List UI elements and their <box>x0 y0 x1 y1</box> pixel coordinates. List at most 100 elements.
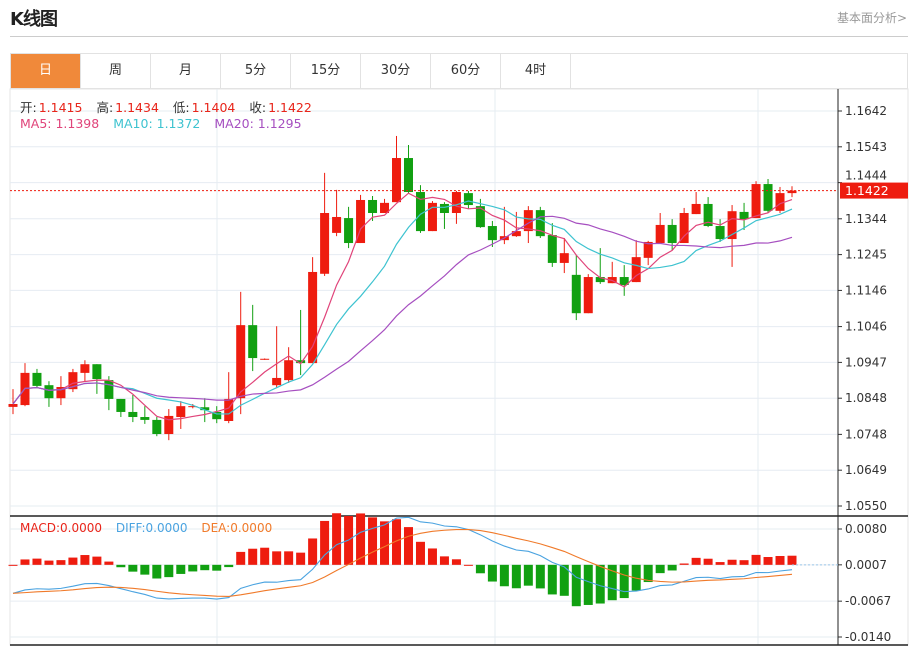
price-tick-label: 1.1146 <box>845 283 887 297</box>
candle-up <box>751 184 761 219</box>
candle-down <box>44 385 54 399</box>
tab-6[interactable]: 60分 <box>431 54 501 88</box>
candle-down <box>415 192 425 232</box>
macd-bar-up <box>691 557 701 565</box>
macd-bar-up <box>272 551 282 565</box>
candle-up <box>392 158 402 203</box>
macd-bar-up <box>703 558 713 565</box>
candle-down <box>92 364 102 380</box>
candle-up <box>523 210 533 232</box>
candle-down <box>715 226 725 240</box>
tab-3[interactable]: 5分 <box>221 54 291 88</box>
macd-bar-up <box>248 548 258 565</box>
high-label: 高: <box>96 100 114 115</box>
candle-up <box>308 271 318 364</box>
tab-2[interactable]: 月 <box>151 54 221 88</box>
macd-bar-up <box>775 555 785 565</box>
macd-bar-down <box>535 564 545 589</box>
candle-down <box>200 407 210 411</box>
macd-bar-down <box>200 564 210 571</box>
macd-bar-down <box>188 564 198 572</box>
price-tick-label: 1.1245 <box>845 248 887 262</box>
candle-up <box>188 406 198 408</box>
macd-bar-up <box>68 557 78 565</box>
ma20-value: MA20: 1.1295 <box>214 116 302 131</box>
candle-up <box>427 202 437 232</box>
high-value: 1.1434 <box>115 100 159 115</box>
tab-7[interactable]: 4时 <box>501 54 571 88</box>
macd-bar-up <box>392 519 402 565</box>
candle-up <box>8 403 18 407</box>
price-tick-label: 1.1642 <box>845 104 887 118</box>
candle-down <box>763 184 773 211</box>
candle-down <box>368 199 378 214</box>
ma5-value: MA5: 1.1398 <box>20 116 100 131</box>
ma5-line <box>12 192 793 421</box>
macd-bar-down <box>164 564 174 578</box>
candle-down <box>212 411 222 420</box>
macd-bar-down <box>571 564 581 607</box>
macd-bar-up <box>44 560 54 565</box>
macd-bar-up <box>368 517 378 565</box>
macd-bar-up <box>380 521 390 565</box>
close-value: 1.1422 <box>268 100 312 115</box>
low-value: 1.1404 <box>191 100 236 115</box>
price-tick-label: 1.0649 <box>845 463 887 477</box>
macd-bar-up <box>415 541 425 565</box>
low-label: 低: <box>172 100 190 115</box>
candle-down <box>296 360 306 364</box>
dea-line <box>12 528 793 597</box>
candle-up <box>320 213 330 274</box>
candle-up <box>559 253 569 263</box>
candle-up <box>380 202 390 214</box>
candle-up <box>643 241 653 258</box>
macd-bar-down <box>547 564 557 595</box>
macd-bar-down <box>583 564 593 605</box>
tab-5[interactable]: 30分 <box>361 54 431 88</box>
macd-bar-down <box>212 564 222 571</box>
candle-up <box>631 257 641 283</box>
macd-value: MACD:0.0000 <box>20 521 103 535</box>
candle-down <box>463 193 473 206</box>
candle-down <box>667 224 677 244</box>
macd-tick-label: 0.0007 <box>845 558 887 572</box>
macd-bar-up <box>32 558 42 565</box>
price-tick-label: 1.0848 <box>845 391 887 405</box>
open-value: 1.1415 <box>38 100 83 115</box>
macd-bar-down <box>128 564 138 572</box>
page-title: K线图 <box>10 9 58 30</box>
candle-down <box>116 398 126 412</box>
macd-bar-down <box>224 564 234 568</box>
macd-tick-label: -0.0140 <box>845 630 891 644</box>
macd-bar-up <box>427 548 437 565</box>
ohlc-readout: 开: 1.1415 高: 1.1434 低: 1.1404 收: 1.1422 <box>20 97 314 116</box>
candle-up <box>260 358 270 360</box>
candle-up <box>727 211 737 240</box>
candle-down <box>739 211 749 220</box>
candle-up <box>272 377 282 386</box>
candle-down <box>703 203 713 227</box>
candle-down <box>487 226 497 241</box>
tab-0[interactable]: 日 <box>11 54 81 88</box>
fundamental-analysis-link[interactable]: 基本面分析> <box>836 11 907 25</box>
price-tick-label: 1.1046 <box>845 320 887 334</box>
candle-down <box>535 210 545 237</box>
macd-bar-up <box>451 559 461 565</box>
macd-bar-up <box>763 557 773 565</box>
current-price-tag <box>840 182 908 199</box>
macd-bar-up <box>56 560 66 565</box>
diff-line <box>12 516 793 600</box>
macd-bar-up <box>320 520 330 565</box>
candle-down <box>32 372 42 386</box>
candle-up <box>176 406 186 418</box>
macd-bar-down <box>619 564 629 599</box>
tab-4[interactable]: 15分 <box>291 54 361 88</box>
candle-up <box>691 203 701 215</box>
macd-bar-up <box>727 559 737 565</box>
tab-1[interactable]: 周 <box>81 54 151 88</box>
macd-bar-down <box>487 564 497 582</box>
macd-tick-label: -0.0067 <box>845 594 891 608</box>
candle-down <box>595 277 605 283</box>
macd-bar-down <box>595 564 605 604</box>
